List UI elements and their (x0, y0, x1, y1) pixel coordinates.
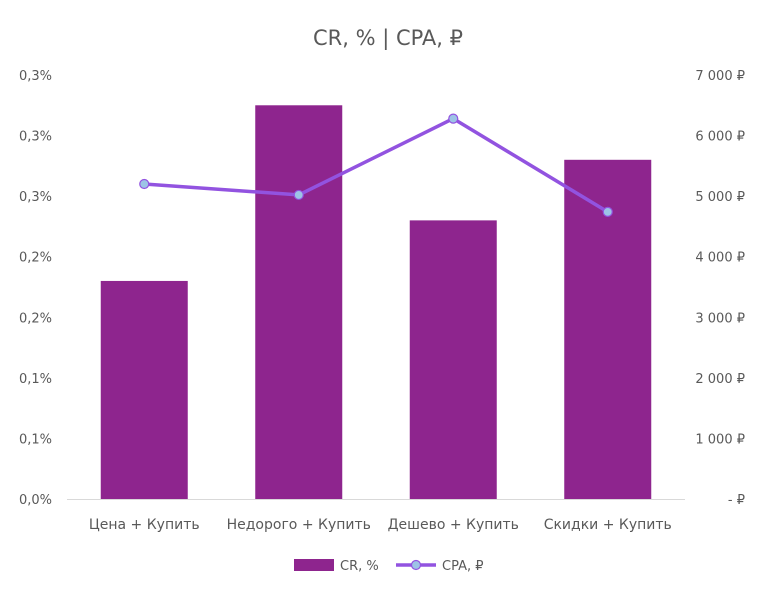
chart-title: CR, % | CPA, ₽ (313, 26, 463, 51)
line-cpa (144, 116, 609, 214)
legend-label-cr: CR, % (340, 559, 379, 574)
point-cpa (602, 206, 613, 217)
legend-marker-cpa (410, 559, 422, 571)
y-left-tick-label: 0,1% (19, 432, 52, 447)
point-cpa (448, 113, 459, 124)
y-left-tick-label: 0,0% (19, 493, 52, 508)
y-left-tick-label: 0,2% (19, 251, 52, 266)
y-right-tick-label: 2 000 ₽ (695, 372, 745, 387)
y-right-tick-label: 1 000 ₽ (695, 432, 745, 447)
y-right-tick-label: 6 000 ₽ (695, 130, 745, 145)
y-left-tick-label: 0,3% (19, 190, 52, 205)
legend: CR, % CPA, ₽ (294, 559, 484, 574)
bar-cr (100, 280, 188, 499)
y-left-tick-label: 0,3% (19, 69, 52, 84)
legend-swatch-cr (294, 559, 334, 571)
y-left-tick-label: 0,1% (19, 372, 52, 387)
y-right-tick-label: 3 000 ₽ (695, 311, 745, 326)
y-right-tick-label: 4 000 ₽ (695, 251, 745, 266)
y-left-tick-label: 0,3% (19, 130, 52, 145)
y-right-tick-label: 7 000 ₽ (695, 69, 745, 84)
legend-label-cpa: CPA, ₽ (442, 559, 484, 574)
plot-area: 0,0% 0,1% 0,1% 0,2% 0,2% 0,3% 0,3% 0,3% - ₽ 1 000… (19, 69, 745, 533)
y-left-tick-label: 0,2% (19, 311, 52, 326)
bar-cr (409, 220, 497, 499)
bar-cr (255, 105, 343, 500)
y-right-tick-label: 5 000 ₽ (695, 190, 745, 205)
x-category-label: Цена + Купить (89, 517, 200, 533)
point-cpa (139, 178, 150, 190)
x-category-label: Недорого + Купить (227, 517, 371, 533)
point-cpa (293, 189, 304, 201)
x-category-label: Скидки + Купить (544, 517, 672, 533)
x-category-label: Дешево + Купить (388, 517, 519, 533)
y-right-tick-label: - ₽ (728, 493, 745, 508)
